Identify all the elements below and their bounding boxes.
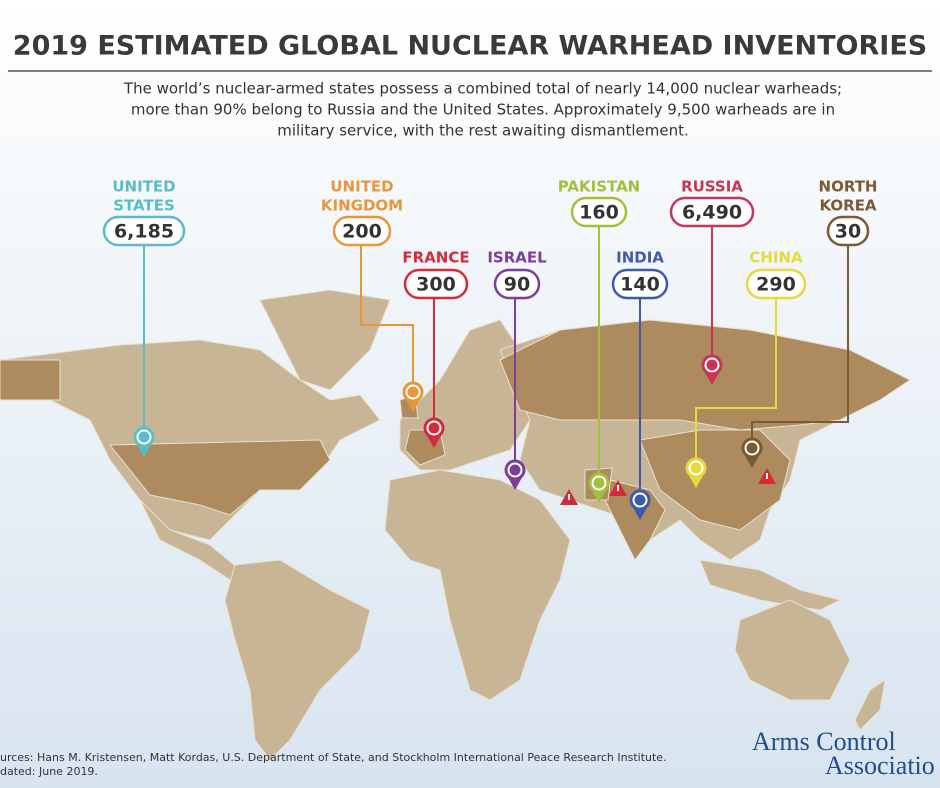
warhead-count: 300 [416,274,456,296]
count-box [403,268,469,300]
pin-ring [704,357,720,373]
new-zealand [854,678,886,731]
country-marker: ISRAEL 90 [487,249,547,490]
logo-line: Associatio [825,751,935,780]
pin-ring [688,460,704,476]
count-box [102,215,186,247]
count-box [669,196,755,228]
country-marker: INDIA 140 [611,249,669,520]
warhead-count: 6,490 [682,202,742,224]
russia-region [499,319,911,431]
sources: urces: Hans M. Kristensen, Matt Kordas, … [0,751,667,764]
nuclear-states [0,319,911,561]
updated: dated: June 2019. [0,765,98,778]
country-name: STATES [113,197,175,215]
country-name: UNITED [112,178,175,196]
country-marker: PAKISTAN 160 [558,178,640,503]
country-name: ISRAEL [487,249,547,267]
count-box [611,268,669,300]
south-america [224,559,371,761]
leader-line [695,298,777,468]
warning-icon [758,468,776,484]
country-name: KOREA [819,197,876,215]
usa-region [0,359,331,516]
country-name: INDIA [616,249,664,267]
country-name: PAKISTAN [558,178,640,196]
southeast-asia-islands [699,559,842,611]
count-box [332,215,392,247]
subtitle-line: The world’s nuclear-armed states possess… [123,80,842,98]
country-marker: RUSSIA 6,490 [669,178,755,385]
pin-ring [426,420,442,436]
pin-ring [591,475,607,491]
country-name: NORTH [819,178,878,196]
pin-ring [405,384,421,400]
count-box [745,268,807,300]
subtitle-line: military service, with the rest awaiting… [277,122,689,140]
leader-line [360,245,414,392]
country-marker: FRANCE 300 [402,249,470,448]
warhead-count: 90 [504,274,530,296]
greenland [259,289,391,391]
country-name: CHINA [749,249,803,267]
pin-ring [744,440,760,456]
count-box [826,215,870,247]
warhead-count: 30 [835,221,861,243]
warhead-count: 160 [579,202,619,224]
warhead-count: 6,185 [114,221,174,243]
leader-line [751,245,849,448]
warning-icon [560,489,578,505]
country-name: RUSSIA [681,178,743,196]
warning-icon [609,480,627,496]
country-name: FRANCE [402,249,469,267]
subtitle: The world’s nuclear-armed states possess… [123,80,842,140]
warhead-count: 140 [620,274,660,296]
pin-ring [632,492,648,508]
warnings [560,468,776,505]
pin-ring [507,462,523,478]
country-name: UNITED [330,178,393,196]
subtitle-line: more than 90% belong to Russia and the U… [131,101,835,119]
country-name: KINGDOM [321,197,403,215]
markers: UNITEDSTATES6,185UNITEDKINGDOM200FRANCE3… [102,178,878,520]
title: 2019 ESTIMATED GLOBAL NUCLEAR WARHEAD IN… [13,31,927,62]
logo-line: Arms Control [752,727,896,756]
warhead-count: 290 [756,274,796,296]
warhead-count: 200 [342,221,382,243]
pin-ring [136,429,152,445]
count-box [570,196,628,228]
country-marker: CHINA 290 [685,249,807,488]
australia [734,599,851,701]
count-box [493,268,541,300]
